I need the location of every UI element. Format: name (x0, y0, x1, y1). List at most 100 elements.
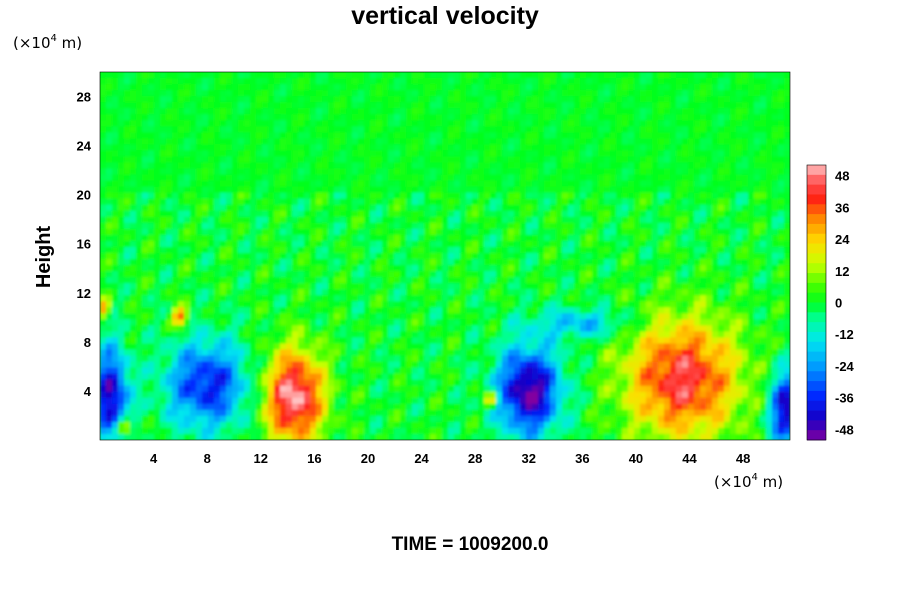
field-cell (118, 192, 125, 200)
field-cell (292, 295, 299, 302)
field-cell (250, 132, 257, 139)
field-cell (400, 240, 407, 248)
field-cell (652, 168, 659, 176)
field-cell (748, 174, 755, 182)
field-cell (424, 325, 431, 333)
field-cell (292, 252, 299, 260)
field-cell (448, 228, 455, 236)
field-cell (178, 295, 185, 302)
field-cell (334, 307, 341, 314)
field-cell (448, 222, 455, 230)
field-cell (730, 90, 737, 97)
field-cell (562, 150, 569, 158)
field-cell (274, 222, 281, 230)
field-cell (526, 174, 533, 182)
field-cell (142, 126, 149, 133)
field-cell (568, 210, 575, 218)
field-cell (706, 168, 713, 176)
field-cell (592, 265, 599, 272)
field-cell (208, 192, 215, 200)
field-cell (178, 246, 185, 254)
field-cell (778, 289, 785, 296)
field-cell (646, 132, 653, 139)
field-cell (388, 156, 395, 164)
field-cell (730, 84, 737, 91)
field-cell (646, 313, 653, 320)
field-cell (142, 325, 149, 333)
field-cell (586, 114, 593, 121)
field-cell (238, 240, 245, 248)
field-cell (628, 72, 635, 79)
field-cell (238, 192, 245, 200)
field-cell (184, 246, 191, 254)
field-cell (424, 252, 431, 260)
field-cell (106, 228, 113, 236)
field-cell (196, 186, 203, 194)
field-cell (292, 289, 299, 296)
field-cell (160, 126, 167, 133)
field-cell (562, 252, 569, 260)
field-cell (352, 84, 359, 91)
field-cell (526, 289, 533, 296)
field-cell (424, 72, 431, 79)
field-cell (160, 162, 167, 170)
field-cell (502, 252, 509, 260)
field-cell (304, 307, 311, 314)
field-cell (652, 307, 659, 314)
field-cell (262, 295, 269, 302)
field-cell (316, 138, 323, 145)
field-cell (148, 138, 155, 145)
field-cell (130, 210, 137, 218)
field-cell (184, 96, 191, 103)
field-cell (448, 186, 455, 194)
field-cell (700, 216, 707, 224)
field-cell (106, 132, 113, 139)
field-cell (562, 78, 569, 85)
field-cell (634, 162, 641, 170)
field-cell (436, 295, 443, 302)
field-cell (172, 132, 179, 139)
field-cell (148, 96, 155, 103)
field-cell (742, 301, 749, 308)
field-cell (706, 216, 713, 224)
field-cell (496, 120, 503, 127)
field-cell (394, 114, 401, 121)
field-cell (730, 156, 737, 164)
field-cell (700, 234, 707, 242)
field-cell (112, 90, 119, 97)
field-cell (190, 265, 197, 272)
field-cell (418, 120, 425, 127)
field-cell (712, 240, 719, 248)
field-cell (352, 216, 359, 224)
field-cell (340, 174, 347, 182)
field-cell (424, 174, 431, 182)
field-cell (424, 138, 431, 145)
field-cell (436, 265, 443, 272)
field-cell (124, 271, 131, 278)
field-cell (172, 301, 179, 308)
field-cell (406, 222, 413, 230)
field-cell (274, 307, 281, 314)
field-cell (448, 289, 455, 296)
field-cell (460, 144, 467, 152)
field-cell (376, 78, 383, 85)
field-cell (502, 168, 509, 176)
field-cell (712, 216, 719, 224)
field-cell (736, 259, 743, 266)
field-cell (586, 289, 593, 296)
field-cell (652, 246, 659, 254)
field-cell (172, 210, 179, 218)
field-cell (688, 192, 695, 200)
field-cell (328, 78, 335, 85)
field-cell (574, 246, 581, 254)
field-cell (586, 325, 593, 333)
field-cell (298, 246, 305, 254)
field-cell (766, 277, 773, 284)
field-cell (316, 265, 323, 272)
field-cell (352, 144, 359, 152)
field-cell (334, 313, 341, 320)
field-cell (514, 313, 521, 320)
field-cell (184, 216, 191, 224)
field-cell (322, 150, 329, 158)
field-cell (298, 180, 305, 188)
